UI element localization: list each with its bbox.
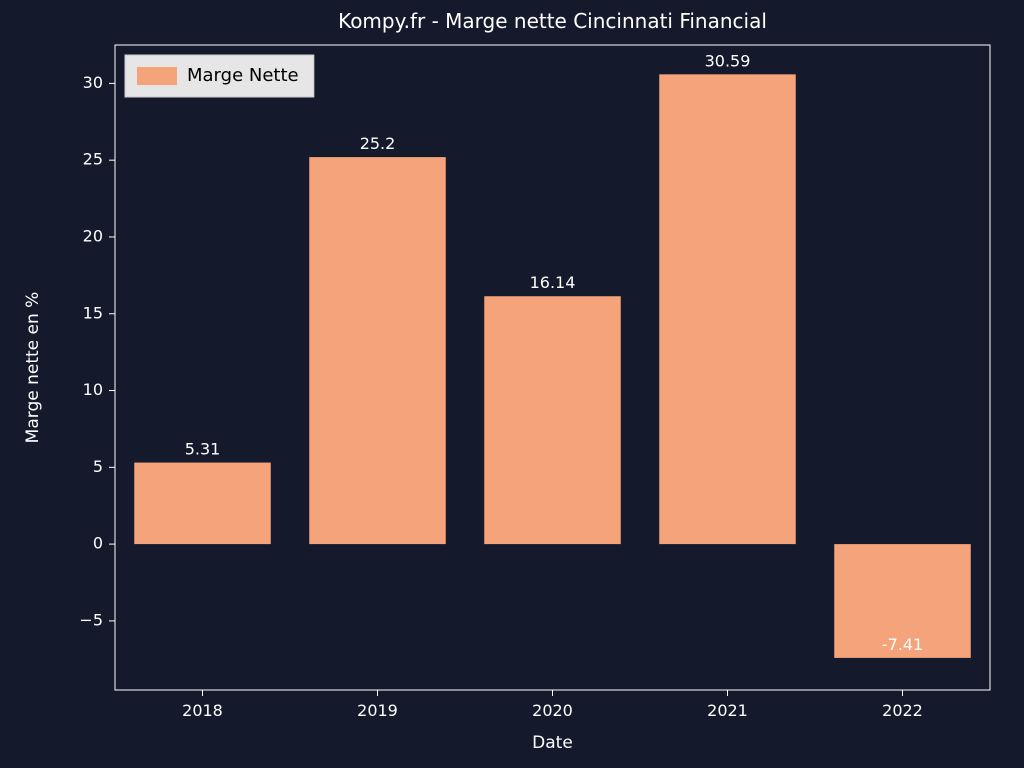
- x-tick-label: 2018: [182, 701, 223, 720]
- y-tick-label: 5: [93, 457, 103, 476]
- legend-swatch: [137, 67, 177, 85]
- y-tick-label: 0: [93, 534, 103, 553]
- bar-value-label: 5.31: [185, 440, 221, 459]
- bar-value-label: 16.14: [530, 273, 576, 292]
- bar: [484, 296, 621, 544]
- bar-value-label: 25.2: [360, 134, 396, 153]
- y-axis-label: Marge nette en %: [23, 292, 43, 444]
- bar-value-label: 30.59: [705, 51, 751, 70]
- bar: [659, 74, 796, 544]
- bar: [309, 157, 446, 544]
- y-tick-label: 20: [83, 226, 103, 245]
- x-tick-label: 2019: [357, 701, 398, 720]
- x-tick-label: 2021: [707, 701, 748, 720]
- y-tick-label: 10: [83, 380, 103, 399]
- y-tick-label: −5: [79, 610, 103, 629]
- y-tick-label: 25: [83, 150, 103, 169]
- x-axis-label: Date: [532, 733, 573, 753]
- bar-value-label: -7.41: [882, 635, 923, 654]
- x-tick-label: 2022: [882, 701, 923, 720]
- x-tick-label: 2020: [532, 701, 573, 720]
- bar-chart: −5 0 5 10 15 20 25 30 2018 2019 2020 2021 2022 5.31 25…: [0, 0, 1024, 768]
- bar: [134, 463, 271, 545]
- chart-title: Kompy.fr - Marge nette Cincinnati Financ…: [338, 9, 767, 33]
- legend-label: Marge Nette: [187, 65, 299, 86]
- y-tick-label: 30: [83, 73, 103, 92]
- chart-container: −5 0 5 10 15 20 25 30 2018 2019 2020 2021 2022 5.31 25…: [0, 0, 1024, 768]
- y-tick-label: 15: [83, 303, 103, 322]
